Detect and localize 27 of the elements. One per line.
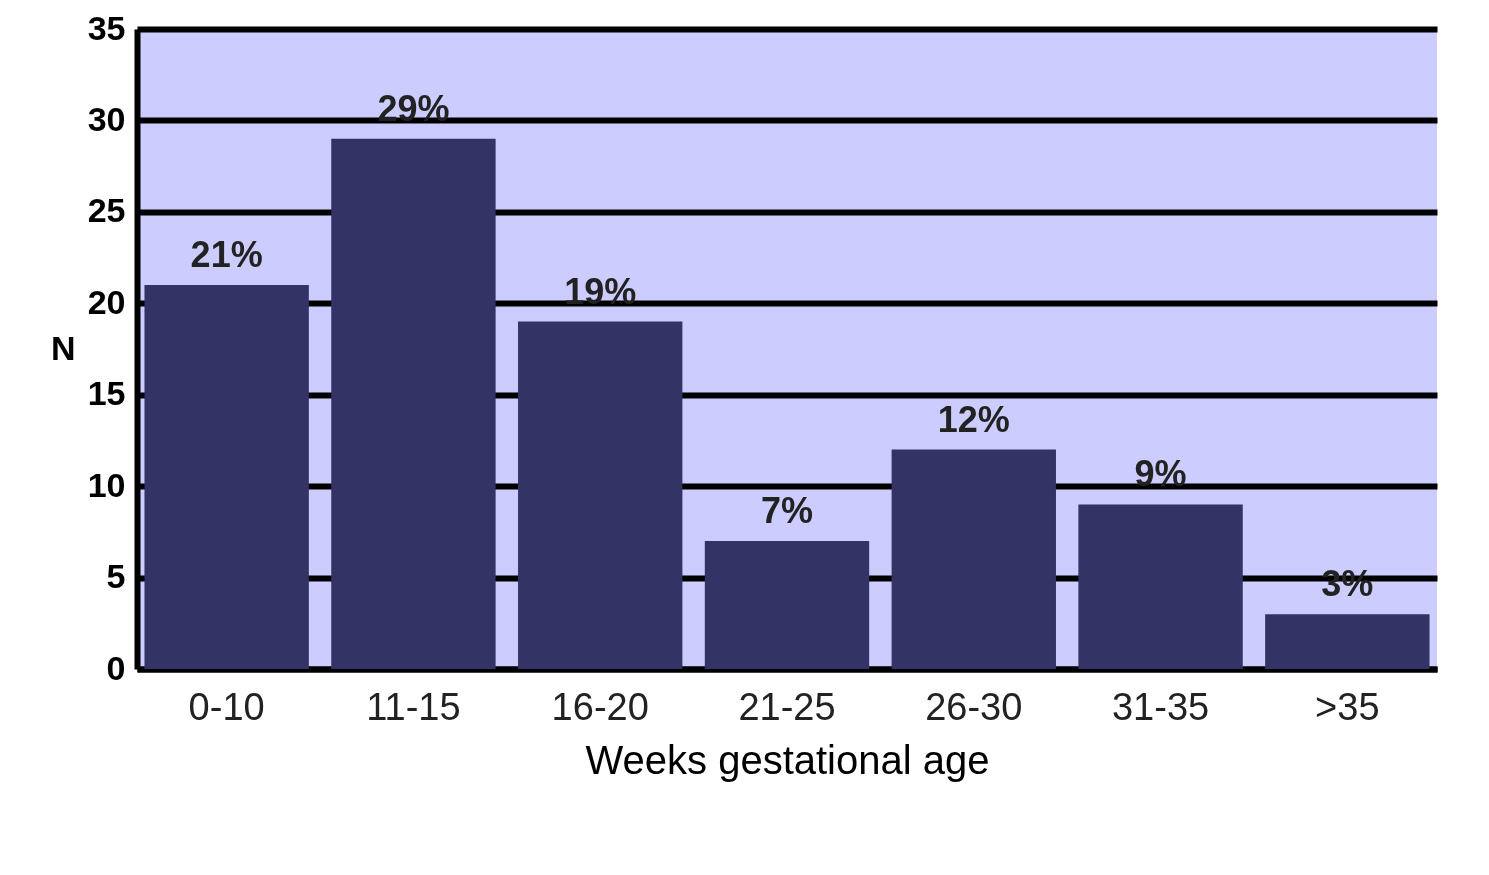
y-tick-label: 20 bbox=[87, 282, 126, 321]
y-tick-label: 25 bbox=[87, 191, 126, 230]
y-tick-label: 0 bbox=[106, 648, 126, 687]
y-tick-label: 10 bbox=[87, 465, 126, 504]
y-tick-label: 5 bbox=[106, 557, 126, 596]
x-tick-label: >35 bbox=[1315, 685, 1380, 728]
data-label: 12% bbox=[937, 398, 1010, 440]
y-tick-label: 35 bbox=[87, 8, 126, 47]
y-axis-title: N bbox=[50, 328, 76, 367]
x-tick-label: 16-20 bbox=[551, 685, 649, 728]
bar bbox=[518, 321, 683, 669]
bar bbox=[1078, 504, 1243, 669]
bar bbox=[1265, 614, 1430, 669]
data-label: 21% bbox=[190, 234, 263, 275]
bar bbox=[144, 285, 309, 669]
x-axis-title: Weeks gestational age bbox=[585, 737, 990, 782]
x-tick-label: 11-15 bbox=[366, 685, 461, 728]
bar bbox=[891, 449, 1056, 669]
data-label: 7% bbox=[760, 490, 814, 531]
x-tick-label: 26-30 bbox=[925, 685, 1023, 728]
bar bbox=[331, 138, 496, 669]
x-tick-label: 21-25 bbox=[738, 685, 836, 728]
bar bbox=[704, 541, 870, 669]
y-tick-label: 30 bbox=[87, 99, 126, 138]
y-tick-label: 15 bbox=[87, 374, 126, 413]
x-tick-label: 0-10 bbox=[188, 685, 265, 728]
x-tick-label: 31-35 bbox=[1111, 685, 1210, 728]
